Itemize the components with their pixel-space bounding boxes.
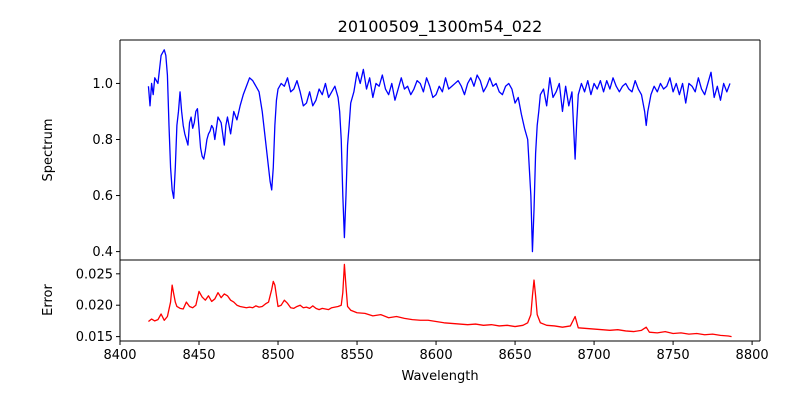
spectrum-panel-series-line bbox=[147, 49, 731, 253]
error-panel-y-tick-label: 0.025 bbox=[76, 267, 113, 282]
error-y-ticks: 0.015 0.020 0.025 bbox=[76, 267, 120, 345]
x-tick-label: 8550 bbox=[340, 348, 373, 363]
x-tick-label: 8500 bbox=[261, 348, 294, 363]
chart-title: 20100509_1300m54_022 bbox=[338, 17, 543, 37]
error-panel-series-line bbox=[148, 263, 732, 338]
x-axis-label: Wavelength bbox=[401, 369, 478, 384]
x-tick-label: 8600 bbox=[420, 348, 453, 363]
spectrum-panel-y-tick-label: 0.4 bbox=[92, 245, 113, 260]
error-lines bbox=[148, 263, 732, 338]
error-y-axis-label: Error bbox=[41, 284, 56, 316]
x-tick-label: 8400 bbox=[103, 348, 136, 363]
spectrum-y-ticks: 0.4 0.6 0.8 1.0 bbox=[92, 77, 120, 260]
x-axis-ticks: 8400 8450 8500 8550 8600 8650 8700 8750 8800 bbox=[103, 341, 769, 363]
x-tick-label: 8750 bbox=[657, 348, 690, 363]
spectrum-y-axis-label: Spectrum bbox=[41, 119, 56, 182]
spectrum-panel-y-tick-label: 1.0 bbox=[92, 77, 113, 92]
error-panel-y-tick-label: 0.020 bbox=[76, 299, 113, 314]
spectrum-lines bbox=[147, 49, 731, 253]
spectrum-panel-y-tick-label: 0.6 bbox=[92, 189, 113, 204]
x-tick-label: 8450 bbox=[182, 348, 215, 363]
spectrum-panel-y-tick-label: 0.8 bbox=[92, 133, 113, 148]
x-tick-label: 8800 bbox=[736, 348, 769, 363]
error-panel-y-tick-label: 0.015 bbox=[76, 330, 113, 345]
x-tick-label: 8700 bbox=[578, 348, 611, 363]
error-panel: 0.015 0.020 0.025 Error bbox=[41, 259, 761, 345]
x-tick-label: 8650 bbox=[499, 348, 532, 363]
spectrum-panel: 0.4 0.6 0.8 1.0 Spectrum bbox=[41, 39, 761, 261]
